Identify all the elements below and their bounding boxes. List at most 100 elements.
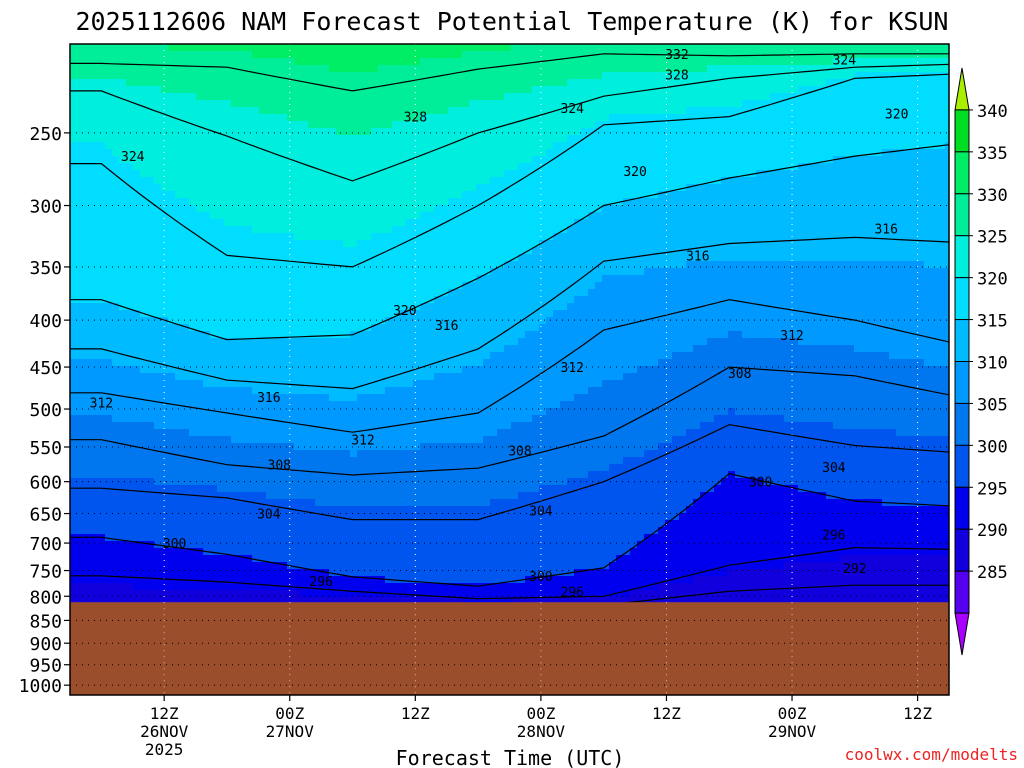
field-cell bbox=[98, 170, 106, 178]
field-cell bbox=[266, 149, 274, 157]
field-cell bbox=[231, 450, 239, 458]
field-cell bbox=[168, 310, 176, 318]
field-cell bbox=[343, 170, 351, 178]
field-cell bbox=[70, 44, 78, 52]
field-cell bbox=[231, 338, 239, 346]
field-cell bbox=[161, 485, 169, 493]
field-cell bbox=[350, 555, 358, 563]
field-cell bbox=[217, 373, 225, 381]
field-cell bbox=[189, 191, 197, 199]
field-cell bbox=[322, 219, 330, 227]
field-cell bbox=[105, 310, 113, 318]
field-cell bbox=[364, 366, 372, 374]
field-cell bbox=[364, 415, 372, 423]
field-cell bbox=[259, 338, 267, 346]
field-cell bbox=[168, 261, 176, 269]
field-cell bbox=[315, 317, 323, 325]
field-cell bbox=[420, 548, 428, 556]
field-cell bbox=[287, 219, 295, 227]
field-cell bbox=[336, 72, 344, 80]
field-cell bbox=[231, 471, 239, 479]
field-cell bbox=[168, 128, 176, 136]
field-cell bbox=[203, 471, 211, 479]
field-cell bbox=[189, 163, 197, 171]
field-cell bbox=[126, 184, 134, 192]
field-cell bbox=[217, 135, 225, 143]
field-cell bbox=[84, 478, 92, 486]
field-cell bbox=[70, 156, 78, 164]
field-cell bbox=[301, 310, 309, 318]
field-cell bbox=[343, 597, 351, 605]
field-cell bbox=[399, 198, 407, 206]
field-cell bbox=[329, 142, 337, 150]
field-cell bbox=[105, 128, 113, 136]
field-cell bbox=[91, 86, 99, 94]
field-cell bbox=[224, 149, 232, 157]
field-cell bbox=[182, 282, 190, 290]
field-cell bbox=[364, 387, 372, 395]
field-cell bbox=[252, 464, 260, 472]
field-cell bbox=[210, 282, 218, 290]
field-cell bbox=[336, 576, 344, 584]
field-cell bbox=[385, 65, 393, 73]
field-cell bbox=[175, 268, 183, 276]
field-cell bbox=[280, 282, 288, 290]
field-cell bbox=[336, 499, 344, 507]
field-cell bbox=[245, 464, 253, 472]
field-cell bbox=[392, 436, 400, 444]
field-cell bbox=[168, 415, 176, 423]
field-cell bbox=[378, 212, 386, 220]
field-cell bbox=[420, 282, 428, 290]
field-cell bbox=[392, 226, 400, 234]
field-cell bbox=[161, 114, 169, 122]
field-cell bbox=[238, 261, 246, 269]
field-cell bbox=[399, 324, 407, 332]
field-cell bbox=[406, 72, 414, 80]
field-cell bbox=[154, 499, 162, 507]
field-cell bbox=[336, 394, 344, 402]
field-cell bbox=[266, 324, 274, 332]
field-cell bbox=[287, 401, 295, 409]
field-cell bbox=[133, 205, 141, 213]
field-cell bbox=[371, 359, 379, 367]
field-cell bbox=[350, 170, 358, 178]
field-cell bbox=[336, 58, 344, 66]
field-cell bbox=[126, 380, 134, 388]
field-cell bbox=[252, 72, 260, 80]
field-cell bbox=[126, 79, 134, 87]
field-cell bbox=[322, 198, 330, 206]
field-cell bbox=[308, 450, 316, 458]
field-cell bbox=[294, 191, 302, 199]
field-cell bbox=[224, 331, 232, 339]
field-cell bbox=[119, 394, 127, 402]
field-cell bbox=[434, 387, 442, 395]
field-cell bbox=[315, 471, 323, 479]
field-cell bbox=[385, 422, 393, 430]
field-cell bbox=[427, 51, 435, 59]
field-cell bbox=[392, 464, 400, 472]
field-cell bbox=[231, 93, 239, 101]
field-cell bbox=[364, 590, 372, 598]
field-cell bbox=[420, 401, 428, 409]
field-cell bbox=[315, 583, 323, 591]
field-cell bbox=[301, 492, 309, 500]
field-cell bbox=[105, 142, 113, 150]
field-cell bbox=[399, 415, 407, 423]
field-cell bbox=[133, 79, 141, 87]
field-cell bbox=[140, 352, 148, 360]
field-cell bbox=[392, 93, 400, 101]
field-cell bbox=[329, 436, 337, 444]
field-cell bbox=[98, 359, 106, 367]
field-cell bbox=[77, 499, 85, 507]
field-cell bbox=[406, 373, 414, 381]
field-cell bbox=[70, 450, 78, 458]
field-cell bbox=[252, 436, 260, 444]
field-cell bbox=[378, 499, 386, 507]
field-cell bbox=[357, 373, 365, 381]
field-cell bbox=[273, 219, 281, 227]
field-cell bbox=[84, 331, 92, 339]
field-cell bbox=[105, 422, 113, 430]
field-cell bbox=[196, 247, 204, 255]
field-cell bbox=[322, 289, 330, 297]
field-cell bbox=[420, 436, 428, 444]
